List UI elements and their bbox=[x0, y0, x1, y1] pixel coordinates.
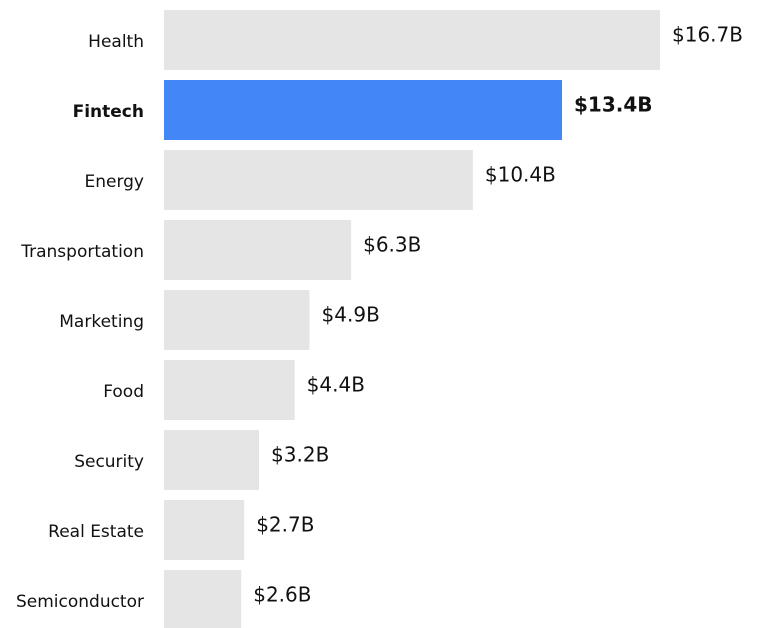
value-label: $13.4B bbox=[574, 93, 653, 117]
category-label: Marketing bbox=[59, 312, 144, 332]
category-label: Health bbox=[88, 32, 144, 52]
bar bbox=[164, 570, 242, 628]
bar bbox=[164, 430, 260, 490]
bar bbox=[164, 150, 473, 210]
category-label: Food bbox=[103, 382, 144, 402]
bar bbox=[164, 220, 352, 280]
category-label: Security bbox=[74, 452, 144, 472]
value-label: $4.4B bbox=[307, 373, 365, 397]
value-label: $3.2B bbox=[271, 443, 329, 467]
bar bbox=[164, 80, 562, 140]
value-label: $10.4B bbox=[485, 163, 556, 187]
category-label: Energy bbox=[84, 172, 144, 192]
category-label: Transportation bbox=[20, 242, 144, 262]
value-label: $2.7B bbox=[256, 513, 314, 537]
value-label: $16.7B bbox=[672, 23, 743, 47]
category-label: Semiconductor bbox=[16, 592, 144, 612]
bar bbox=[164, 360, 295, 420]
value-label: $2.6B bbox=[253, 583, 311, 607]
bar bbox=[164, 10, 660, 70]
bar bbox=[164, 290, 310, 350]
value-label: $6.3B bbox=[363, 233, 421, 257]
category-label: Real Estate bbox=[48, 522, 144, 542]
bar bbox=[164, 500, 245, 560]
value-label: $4.9B bbox=[322, 303, 380, 327]
category-label: Fintech bbox=[73, 102, 144, 122]
